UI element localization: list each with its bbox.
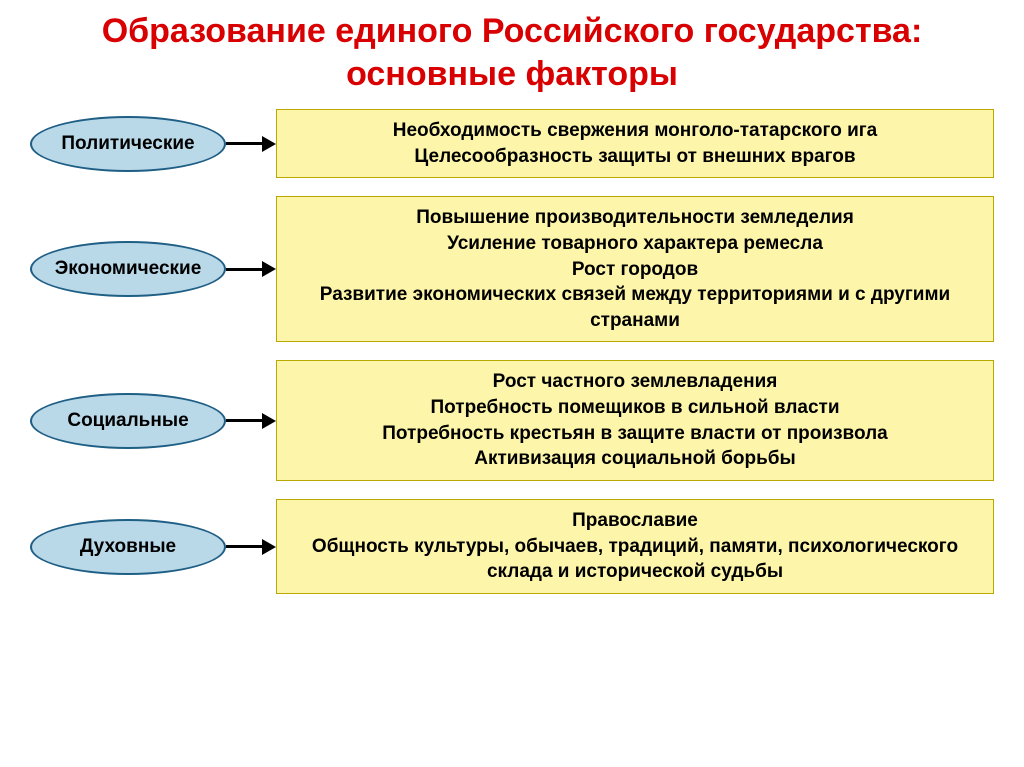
factor-description-line: Необходимость свержения монголо-татарско… [291,118,979,144]
factor-description-line: Рост частного землевладения [291,369,979,395]
factor-row: Духовные ПравославиеОбщность культуры, об… [30,499,994,594]
factor-label: Экономические [55,258,202,280]
factor-description-box: ПравославиеОбщность культуры, обычаев, т… [276,499,994,594]
factor-row: Экономические Повышение производительност… [30,196,994,342]
factor-label: Политические [61,133,194,155]
diagram-container: Политические Необходимость свержения монг… [0,101,1024,594]
factor-description-line: Потребность крестьян в защите власти от … [291,421,979,447]
factor-description-line: Развитие экономических связей между терр… [291,282,979,333]
factor-description-line: Потребность помещиков в сильной власти [291,395,979,421]
arrow-icon [226,136,276,152]
factor-description-line: Православие [291,508,979,534]
factor-description-line: Общность культуры, обычаев, традиций, па… [291,534,979,585]
factor-row: СоциальныеРост частного землевладенияПот… [30,360,994,481]
arrow-icon [226,261,276,277]
factor-row: Политические Необходимость свержения монг… [30,109,994,178]
factor-label: Социальные [67,410,188,432]
factor-description-line: Активизация социальной борьбы [291,446,979,472]
factor-ellipse: Духовные [30,519,226,575]
factor-description-box: Повышение производительности земледелияУ… [276,196,994,342]
factor-description-line: Повышение производительности земледелия [291,205,979,231]
factor-description-box: Рост частного землевладенияПотребность п… [276,360,994,481]
factor-description-box: Необходимость свержения монголо-татарско… [276,109,994,178]
factor-label: Духовные [80,536,176,558]
page-title: Образование единого Российского государс… [0,0,1024,101]
factor-ellipse: Политические [30,116,226,172]
factor-description-line: Усиление товарного характера ремесла [291,231,979,257]
factor-ellipse: Экономические [30,241,226,297]
arrow-icon [226,413,276,429]
factor-description-line: Целесообразность защиты от внешних враго… [291,144,979,170]
factor-ellipse: Социальные [30,393,226,449]
factor-description-line: Рост городов [291,257,979,283]
arrow-icon [226,539,276,555]
